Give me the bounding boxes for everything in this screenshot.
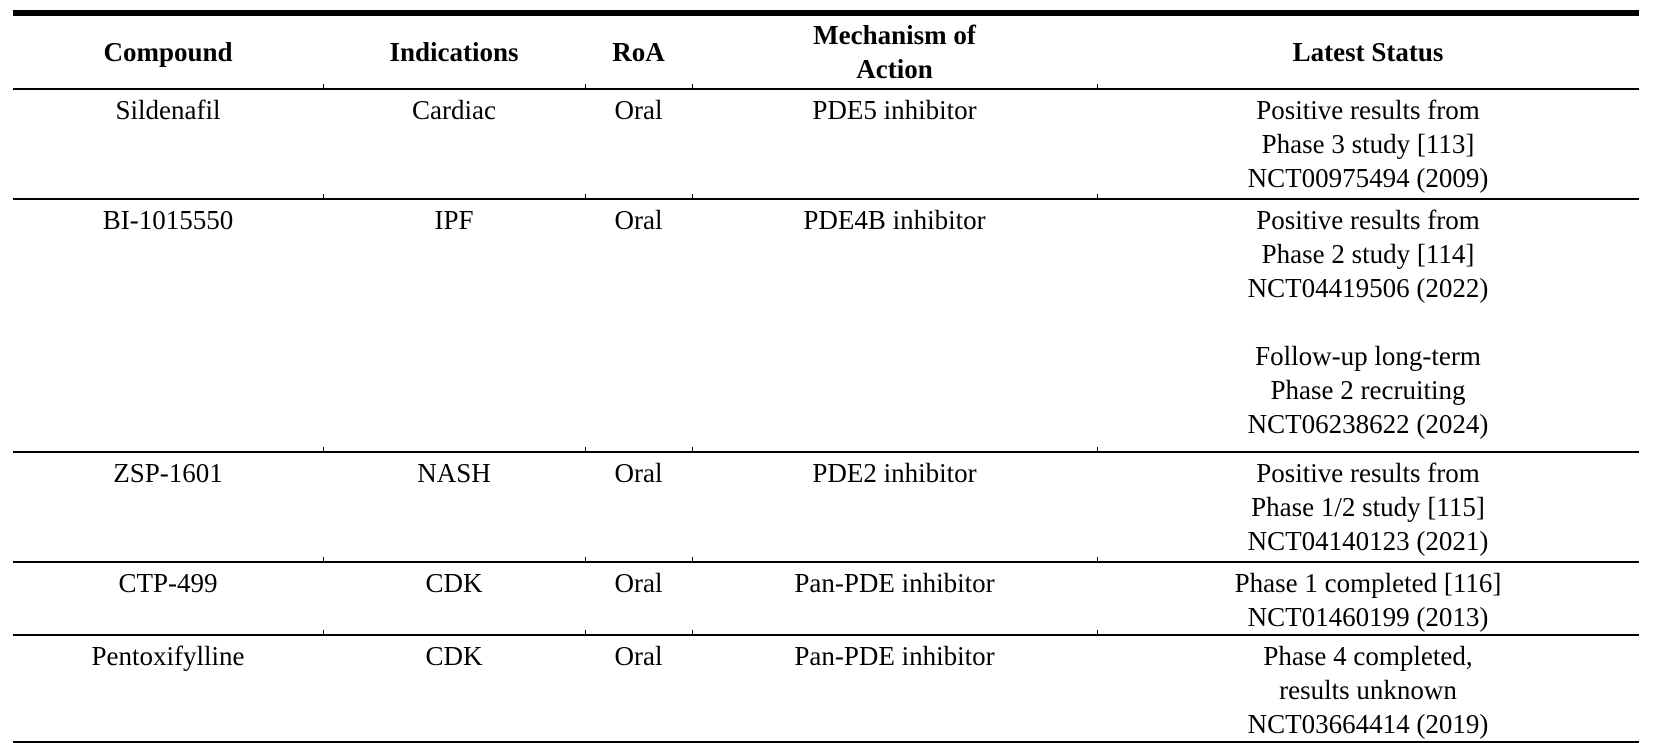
- cell-compound: CTP-499: [13, 562, 323, 636]
- cell-indications: NASH: [323, 452, 585, 563]
- col-header-indications: Indications: [323, 13, 585, 90]
- col-header-roa: RoA: [585, 13, 692, 90]
- cell-mechanism: PDE5 inhibitor: [692, 89, 1097, 200]
- cell-status: Positive results from Phase 1/2 study [1…: [1097, 452, 1639, 563]
- cell-roa: Oral: [585, 199, 692, 453]
- cell-mechanism: PDE4B inhibitor: [692, 199, 1097, 453]
- cell-roa: Oral: [614, 641, 663, 671]
- table-row: BI-1015550 IPF Oral PDE4B inhibitor Posi…: [13, 199, 1639, 453]
- cell-indications: CDK: [323, 562, 585, 636]
- cell-indications: Cardiac: [323, 89, 585, 200]
- cell-indications: IPF: [323, 199, 585, 453]
- clinical-trials-table: Compound Indications RoA Mechanism of Ac…: [13, 10, 1639, 743]
- table-row: Pentoxifylline CDK Oral Pan-PDE inhibito…: [13, 635, 1639, 743]
- col-header-status: Latest Status: [1097, 13, 1639, 90]
- cell-roa: Oral: [585, 562, 692, 636]
- table-row: ZSP-1601 NASH Oral PDE2 inhibitor Positi…: [13, 452, 1639, 563]
- cell-compound: Pentoxifylline: [91, 641, 245, 671]
- col-header-compound: Compound: [13, 13, 323, 90]
- table-row: Sildenafil Cardiac Oral PDE5 inhibitor P…: [13, 89, 1639, 200]
- cell-mechanism: Pan-PDE inhibitor: [692, 562, 1097, 636]
- cell-status: Phase 1 completed [116] NCT01460199 (201…: [1097, 562, 1639, 636]
- cell-compound: Sildenafil: [13, 89, 323, 200]
- cell-roa: Oral: [585, 89, 692, 200]
- cell-roa: Oral: [585, 452, 692, 563]
- cell-status: Positive results from Phase 3 study [113…: [1097, 89, 1639, 200]
- table-header-row: Compound Indications RoA Mechanism of Ac…: [13, 13, 1639, 90]
- cell-status: Positive results from Phase 2 study [114…: [1097, 199, 1639, 453]
- cell-mechanism: PDE2 inhibitor: [692, 452, 1097, 563]
- col-header-mechanism: Mechanism of Action: [692, 13, 1097, 90]
- cell-compound: ZSP-1601: [13, 452, 323, 563]
- cell-status: Phase 4 completed, results unknown NCT03…: [1247, 641, 1489, 739]
- table-row: CTP-499 CDK Oral Pan-PDE inhibitor Phase…: [13, 562, 1639, 636]
- cell-compound: BI-1015550: [13, 199, 323, 453]
- cell-mechanism: Pan-PDE inhibitor: [794, 641, 995, 671]
- cell-indications: CDK: [425, 641, 483, 671]
